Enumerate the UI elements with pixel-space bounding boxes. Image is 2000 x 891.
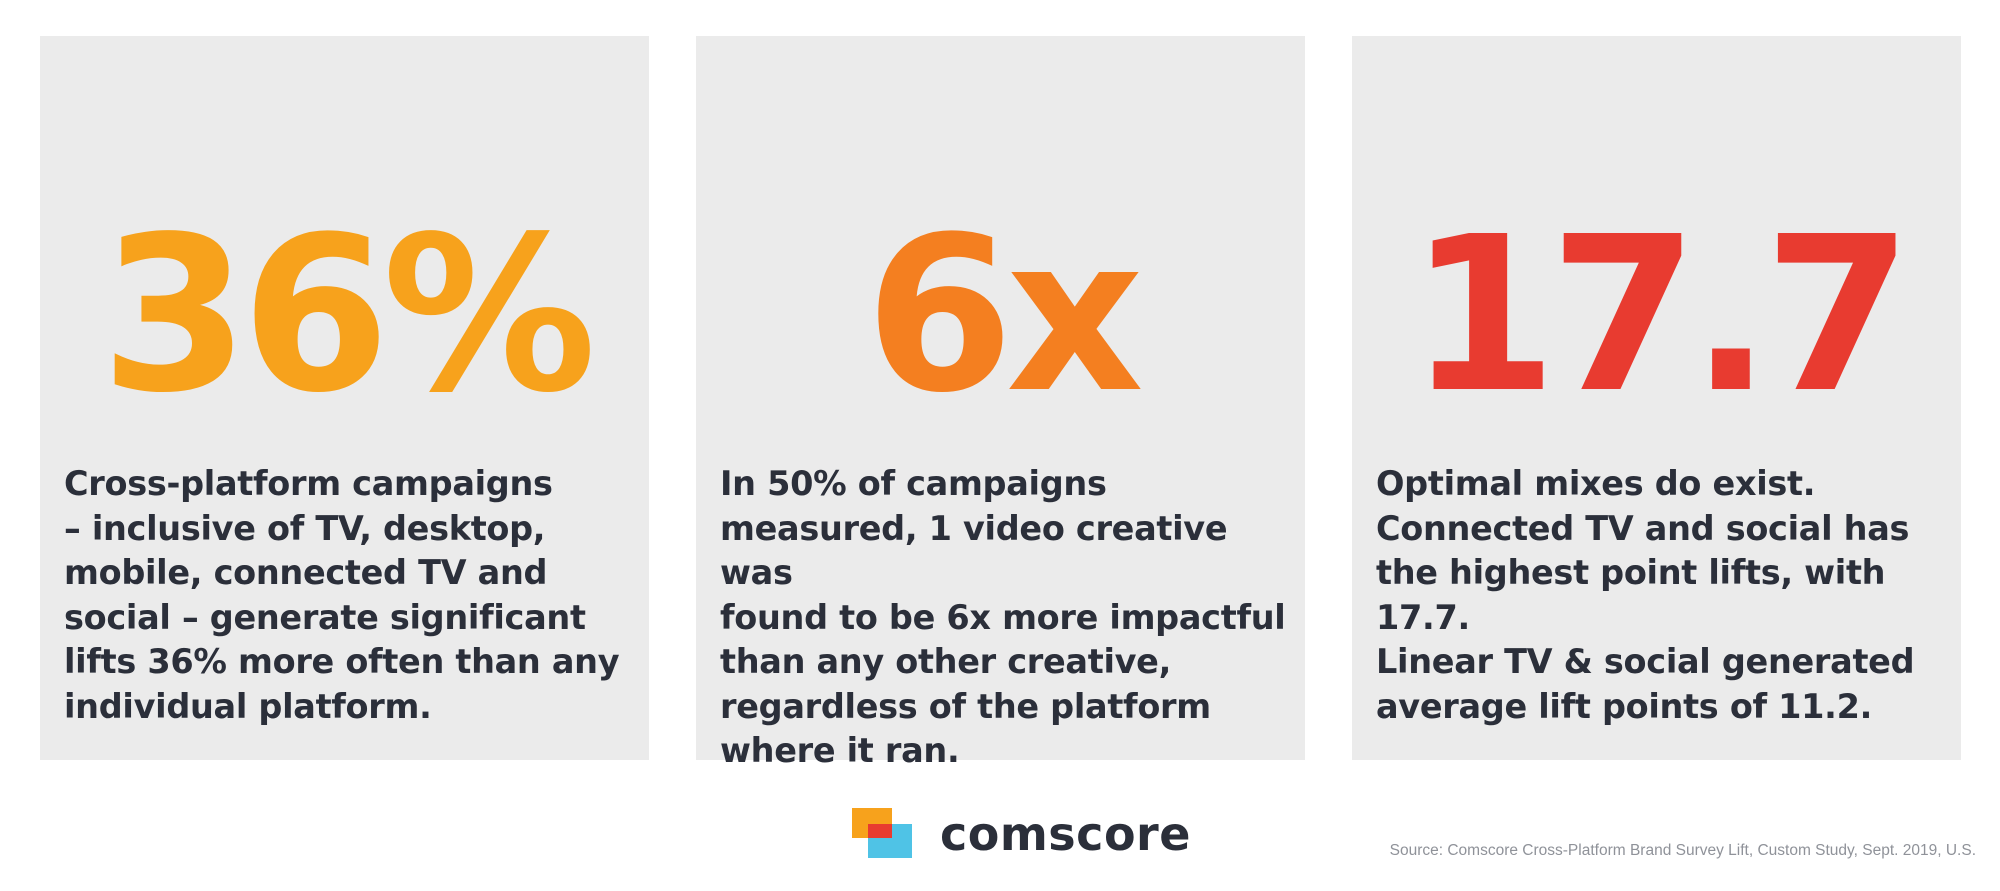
stat-description-video-creative: In 50% of campaigns measured, 1 video cr… bbox=[720, 464, 1286, 770]
stat-value-6x: 6x bbox=[865, 191, 1144, 440]
stat-description-optimal-mixes: Optimal mixes do exist. Connected TV and… bbox=[1376, 464, 1915, 726]
stat-value-36-percent: 36% bbox=[100, 191, 596, 440]
source-footnote: Source: Comscore Cross-Platform Brand Su… bbox=[1389, 842, 1976, 859]
comscore-logo: comscore bbox=[852, 806, 1191, 862]
stat-description-cross-platform: Cross-platform campaigns – inclusive of … bbox=[64, 464, 620, 726]
comscore-wordmark: comscore bbox=[940, 807, 1191, 861]
comscore-logo-icon bbox=[852, 808, 914, 860]
stat-card-optimal-mixes: 17.7 Optimal mixes do exist. Connected T… bbox=[1352, 36, 1961, 760]
logo-red-overlap bbox=[868, 824, 892, 838]
stat-card-cross-platform: 36% Cross-platform campaigns – inclusive… bbox=[40, 36, 649, 760]
stat-value-17-7: 17.7 bbox=[1408, 191, 1913, 440]
stat-card-video-creative: 6x In 50% of campaigns measured, 1 video… bbox=[696, 36, 1305, 770]
